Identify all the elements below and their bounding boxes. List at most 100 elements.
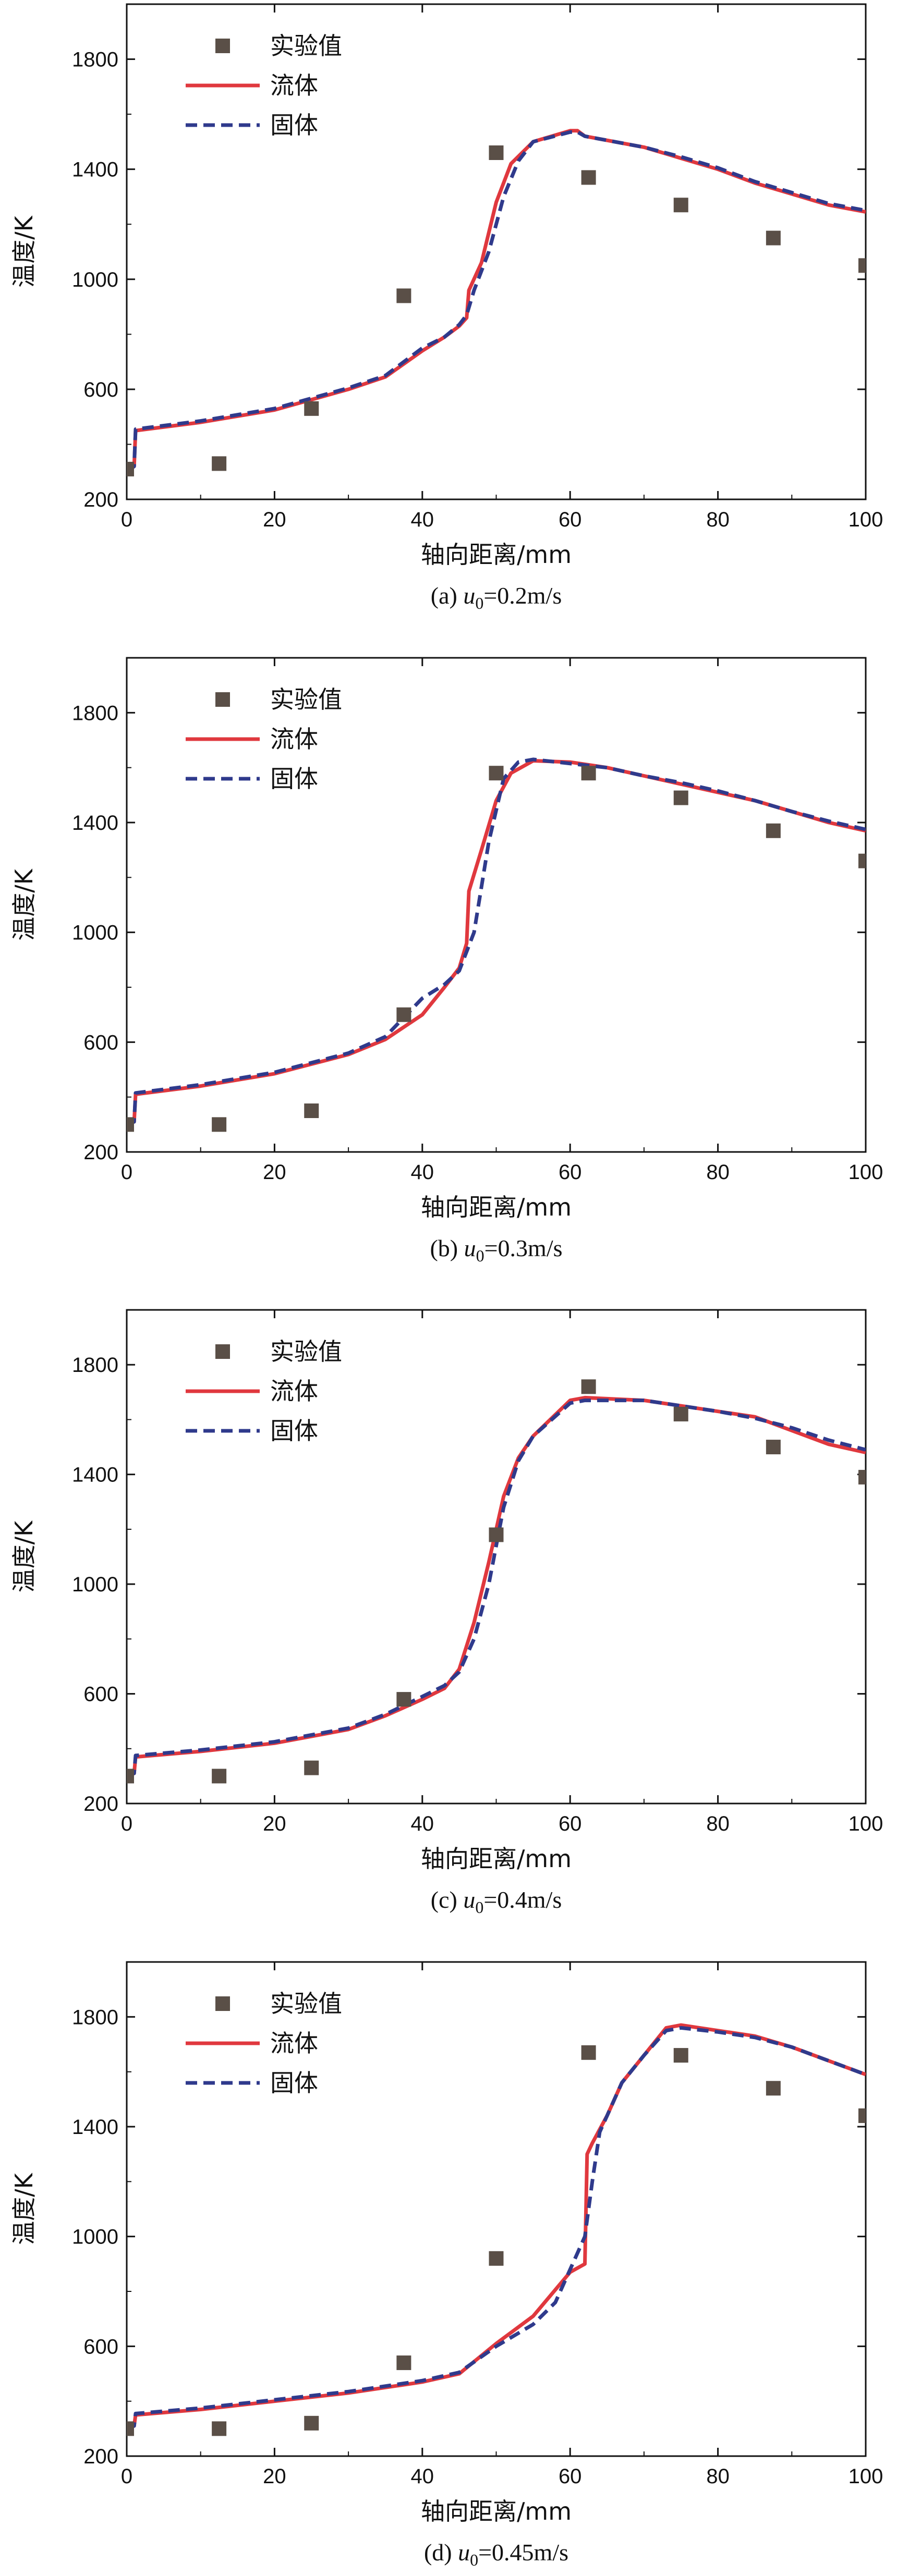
panel-caption: (c) u0=0.4m/s (431, 1886, 562, 1917)
x-axis-label: 轴向距离/mm (421, 2497, 572, 2525)
caption-prefix: (b) (430, 1235, 464, 1261)
experimental-point (396, 2355, 411, 2370)
chart-panel-2: 0 20 40 60 80 100 200 600 1000 1400 1800 轴向距离/mm 温度/… (10, 1309, 883, 1917)
chart-panel-0: 0 20 40 60 80 100 200 600 1000 1400 1800 轴向距离/mm 温度/… (10, 3, 883, 612)
caption-suffix: =0.3m/s (484, 1235, 563, 1261)
y-tick-label: 200 (83, 1141, 118, 1164)
caption-subscript: 0 (475, 594, 483, 612)
x-tick-label: 0 (121, 1812, 132, 1835)
fluid-series-line (127, 1395, 866, 1778)
experimental-point (212, 456, 227, 471)
legend-marker-experimental (215, 1344, 230, 1359)
x-tick-label: 60 (559, 1812, 582, 1835)
x-tick-label: 40 (411, 1812, 434, 1835)
x-tick-label: 20 (263, 508, 286, 531)
experimental-point (489, 766, 504, 781)
x-tick-label: 40 (411, 1161, 434, 1184)
y-tick-label: 1000 (72, 1573, 118, 1596)
solid-series-line (127, 2026, 866, 2431)
legend-marker-experimental (215, 1996, 230, 2011)
y-axis-label: 温度/K (10, 2172, 38, 2244)
legend-label-fluid: 流体 (270, 1377, 318, 1405)
experimental-point (766, 823, 781, 838)
x-tick-label: 20 (263, 1161, 286, 1184)
experimental-point (304, 401, 319, 416)
experimental-point (127, 1117, 134, 1132)
experimental-point (766, 2081, 781, 2096)
y-tick-label: 600 (83, 1031, 118, 1054)
y-tick-label: 1400 (72, 2116, 118, 2139)
y-tick-label: 1400 (72, 1464, 118, 1487)
caption-suffix: =0.2m/s (483, 582, 562, 609)
experimental-point (858, 2108, 866, 2123)
experimental-point (127, 461, 134, 476)
solid-series-line (127, 130, 866, 474)
experimental-point (673, 1406, 688, 1421)
y-tick-label: 1800 (72, 2006, 118, 2029)
x-tick-label: 0 (121, 1161, 132, 1184)
y-tick-label: 600 (83, 2335, 118, 2358)
x-tick-label: 80 (706, 508, 730, 531)
x-tick-label: 60 (559, 2465, 582, 2488)
caption-variable: u (458, 2539, 470, 2566)
experimental-point (212, 1117, 227, 1132)
y-tick-label: 600 (83, 1683, 118, 1706)
experimental-point (581, 1379, 596, 1394)
y-tick-label: 600 (83, 378, 118, 401)
experimental-point (673, 790, 688, 805)
y-axis-label: 温度/K (10, 215, 38, 287)
x-tick-label: 60 (559, 1161, 582, 1184)
caption-variable: u (463, 1886, 475, 1913)
x-tick-label: 0 (121, 508, 132, 531)
caption-subscript: 0 (476, 1246, 484, 1265)
experimental-point (212, 2421, 227, 2436)
y-tick-label: 1800 (72, 1354, 118, 1377)
caption-prefix: (d) (424, 2539, 458, 2566)
plot-frame (126, 3, 867, 500)
legend-label-experimental: 实验值 (270, 1338, 342, 1366)
y-tick-label: 1000 (72, 922, 118, 944)
x-axis-label: 轴向距离/mm (421, 1193, 572, 1221)
x-tick-label: 0 (121, 2465, 132, 2488)
x-axis-label: 轴向距离/mm (421, 1845, 572, 1873)
x-tick-label: 100 (848, 2465, 883, 2488)
experimental-point (489, 1527, 504, 1542)
experimental-point (396, 288, 411, 303)
experimental-point (858, 1469, 866, 1485)
y-tick-label: 1800 (72, 702, 118, 725)
plot-area (127, 1379, 866, 1784)
panel-caption: (d) u0=0.45m/s (424, 2539, 568, 2569)
experimental-point (396, 1692, 411, 1707)
y-tick-label: 200 (83, 2445, 118, 2468)
y-axis-label: 温度/K (10, 1520, 38, 1592)
experimental-point (127, 1769, 134, 1784)
legend-label-experimental: 实验值 (270, 32, 342, 60)
experimental-point (581, 766, 596, 781)
legend-label-solid: 固体 (270, 765, 318, 793)
chart-panel-1: 0 20 40 60 80 100 200 600 1000 1400 1800 轴向距离/mm 温度/… (10, 657, 883, 1265)
experimental-point (127, 2421, 134, 2436)
experimental-point (304, 1760, 319, 1775)
y-tick-label: 200 (83, 1793, 118, 1816)
fluid-series-line (127, 2023, 866, 2431)
x-tick-label: 100 (848, 508, 883, 531)
y-tick-label: 1400 (72, 812, 118, 835)
x-tick-label: 80 (706, 2465, 730, 2488)
plot-frame (126, 657, 867, 1153)
x-tick-label: 20 (263, 1812, 286, 1835)
experimental-point (673, 198, 688, 213)
caption-subscript: 0 (470, 2550, 478, 2569)
caption-suffix: =0.4m/s (483, 1886, 562, 1913)
experimental-point (304, 1103, 319, 1118)
experimental-point (489, 145, 504, 160)
chart-panel-3: 0 20 40 60 80 100 200 600 1000 1400 1800 轴向距离/mm 温度/… (10, 1961, 883, 2569)
experimental-point (858, 853, 866, 868)
x-tick-label: 20 (263, 2465, 286, 2488)
x-axis-label: 轴向距离/mm (421, 541, 572, 569)
caption-prefix: (c) (431, 1886, 464, 1913)
panel-caption: (a) u0=0.2m/s (431, 582, 562, 612)
solid-series-line (127, 1399, 866, 1778)
experimental-point (212, 1769, 227, 1784)
x-tick-label: 100 (848, 1161, 883, 1184)
